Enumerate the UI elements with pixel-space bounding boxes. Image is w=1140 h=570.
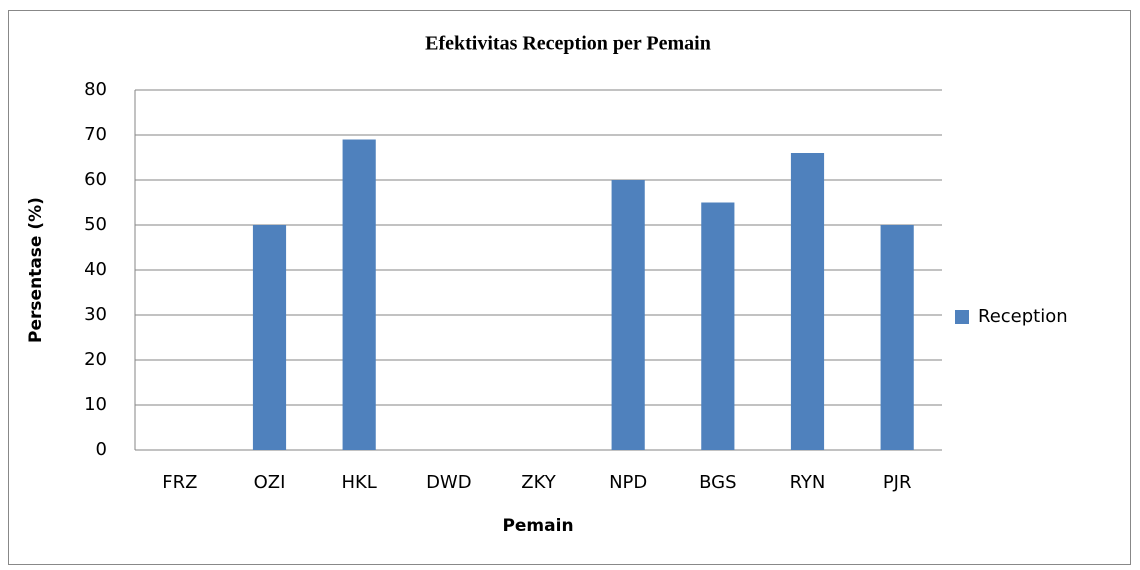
x-tick-label: PJR bbox=[883, 472, 912, 493]
y-tick-label: 70 bbox=[84, 124, 107, 145]
y-tick-label: 20 bbox=[84, 349, 107, 370]
y-tick-label: 30 bbox=[84, 304, 107, 325]
x-tick-label: OZI bbox=[254, 472, 286, 493]
y-tick-label: 50 bbox=[84, 214, 107, 235]
bar bbox=[252, 225, 287, 450]
bar bbox=[611, 180, 645, 450]
y-tick-label: 80 bbox=[84, 79, 107, 100]
x-tick-label: BGS bbox=[699, 472, 736, 493]
x-tick-label: ZKY bbox=[521, 472, 556, 493]
bar bbox=[790, 153, 825, 450]
x-tick-label: FRZ bbox=[162, 472, 197, 493]
x-tick-label: HKL bbox=[341, 472, 376, 493]
legend-swatch bbox=[955, 310, 969, 324]
x-tick-label: NPD bbox=[609, 472, 647, 493]
chart-border bbox=[8, 10, 1131, 565]
x-tick-label: DWD bbox=[426, 472, 472, 493]
legend-label: Reception bbox=[978, 306, 1068, 327]
bar bbox=[701, 202, 735, 450]
y-tick-label: 10 bbox=[84, 394, 107, 415]
y-axis-title: Persentase (%) bbox=[26, 197, 46, 343]
y-tick-label: 60 bbox=[84, 169, 107, 190]
y-tick-label: 40 bbox=[84, 259, 107, 280]
y-tick-label: 0 bbox=[96, 439, 107, 460]
bar bbox=[880, 225, 914, 450]
x-axis-title: Pemain bbox=[502, 516, 573, 536]
x-tick-label: RYN bbox=[790, 472, 826, 493]
chart-title: Efektivitas Reception per Pemain bbox=[425, 33, 711, 55]
bar bbox=[342, 139, 376, 450]
